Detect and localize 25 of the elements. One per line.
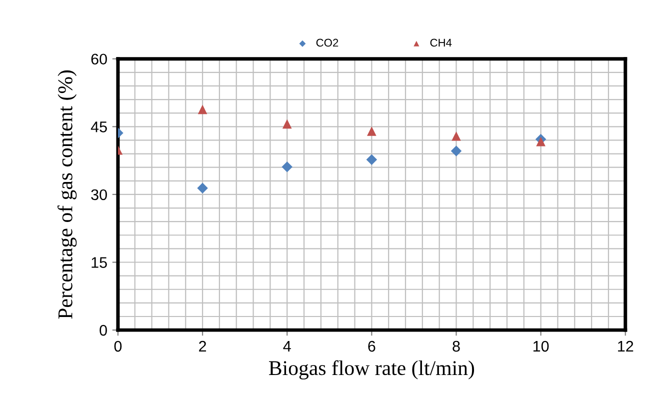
x-axis-title: Biogas flow rate (lt/min): [269, 360, 474, 380]
point: [366, 154, 378, 166]
y-tick-label: 0: [100, 324, 107, 336]
x-tick-label: 12: [618, 340, 634, 352]
point: [282, 161, 292, 172]
y-tick-label: 45: [90, 122, 107, 132]
x-tick-label: 0: [114, 340, 122, 352]
point: [536, 136, 546, 146]
legend-label: CH4: [430, 38, 452, 47]
x-tick-label: 10: [533, 340, 549, 352]
point: [452, 131, 461, 141]
point: [450, 146, 462, 156]
y-tick-label: 15: [92, 257, 107, 268]
point: [198, 104, 208, 114]
y-axis-title: Percentage of gas content (%): [58, 70, 77, 319]
x-tick-label: 4: [283, 341, 291, 352]
y-tick-label: 60: [91, 54, 107, 65]
point: [282, 119, 292, 129]
point: [197, 182, 208, 194]
x-tick-label: 2: [199, 340, 206, 352]
x-tick-label: 6: [368, 340, 376, 352]
legend-label: CO2: [316, 38, 338, 47]
point: [367, 126, 376, 136]
x-tick-label: 8: [452, 340, 460, 352]
y-tick-label: 30: [91, 189, 107, 200]
